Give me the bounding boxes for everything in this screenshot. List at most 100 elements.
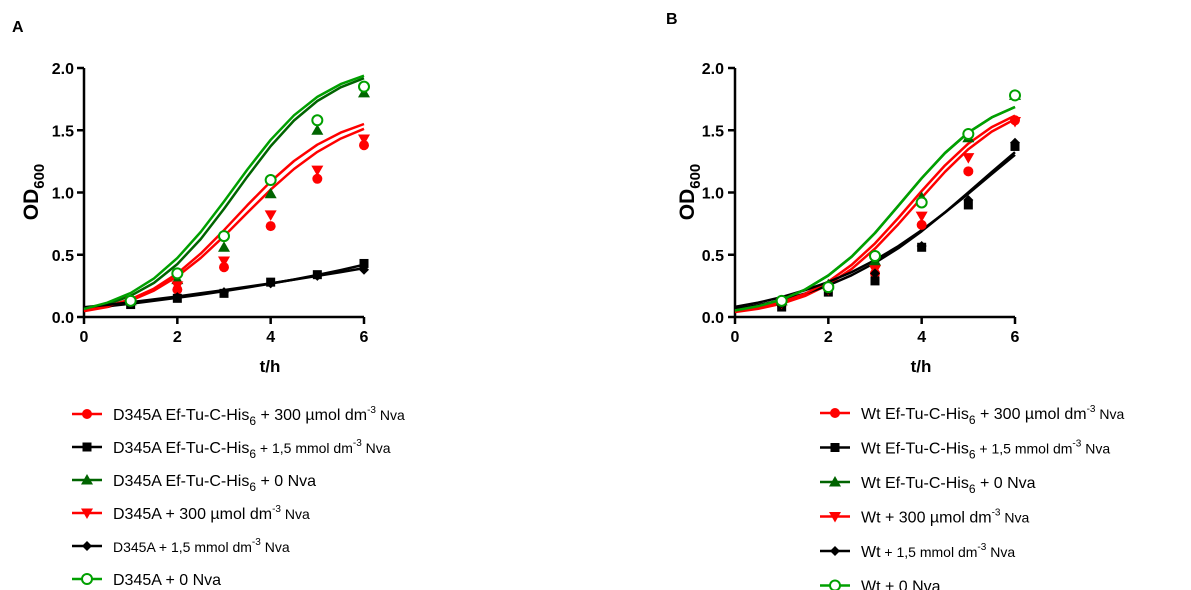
series-1-point bbox=[963, 166, 974, 177]
x-axis-title: t/h bbox=[260, 357, 281, 376]
series-5-point bbox=[870, 268, 880, 279]
series-3-point bbox=[264, 187, 277, 199]
series-1-point bbox=[312, 173, 323, 184]
legend-swatch-marker bbox=[829, 579, 841, 590]
series-6-point bbox=[218, 230, 230, 243]
series-4-point bbox=[171, 281, 184, 292]
x-tick-label: 6 bbox=[1011, 329, 1020, 346]
series-6-point bbox=[822, 281, 835, 294]
series-5-point bbox=[172, 292, 183, 303]
legend-label: D345A Ef-Tu-C-His6 + 1,5 mmol dm-3 Nva bbox=[113, 438, 391, 461]
series-4-point bbox=[311, 165, 324, 177]
legend-label: D345A + 0 Nva bbox=[113, 572, 221, 589]
y-tick-label: 2.0 bbox=[52, 61, 74, 78]
x-tick-label: 2 bbox=[824, 329, 833, 346]
series-5-point bbox=[359, 264, 369, 275]
legend-swatch-marker bbox=[829, 476, 841, 487]
series-6-point bbox=[915, 196, 928, 209]
legend-label: Wt Ef-Tu-C-His6 + 0 Nva bbox=[861, 475, 1036, 496]
y-tick-label: 2.0 bbox=[702, 61, 724, 78]
y-axis-title: OD600 bbox=[20, 164, 48, 221]
series-6-point bbox=[775, 294, 788, 307]
legend-swatch-marker bbox=[830, 546, 840, 556]
series-6-point bbox=[264, 174, 277, 187]
series-5-point bbox=[219, 287, 229, 298]
legend-item: D345A + 300 µmol dm-3 Nva bbox=[72, 504, 310, 523]
series-4-point bbox=[915, 211, 928, 223]
series-line-6 bbox=[83, 74, 365, 311]
series-4-point bbox=[264, 210, 277, 221]
legend-swatch-marker bbox=[82, 442, 92, 452]
series-4-point bbox=[358, 134, 370, 145]
series-2-point bbox=[870, 276, 880, 286]
series-line-2 bbox=[734, 151, 1016, 311]
series-5-point bbox=[963, 194, 974, 205]
legend-label: Wt Ef-Tu-C-His6 + 1,5 mmol dm-3 Nva bbox=[861, 439, 1110, 462]
panel-a-chart: A 0.0 0.5 1.0 1.5 2.0 0 2 4 6 t/h OD600 D345A Ef-Tu… bbox=[12, 19, 405, 589]
legend-label: Wt + 300 µmol dm-3 Nva bbox=[861, 508, 1030, 527]
x-tick-label: 2 bbox=[173, 329, 182, 346]
legend-item: D345A Ef-Tu-C-His6 + 0 Nva bbox=[72, 473, 316, 494]
panel-b-chart: B 0.0 0.5 1.0 1.5 2.0 0 2 4 6 t/h OD600 Wt Ef-Tu-C-… bbox=[666, 11, 1124, 590]
y-tick-label: 0.5 bbox=[52, 248, 74, 265]
legend-label: Wt Ef-Tu-C-His6 + 300 µmol dm-3 Nva bbox=[861, 404, 1124, 427]
legend-item: Wt Ef-Tu-C-His6 + 1,5 mmol dm-3 Nva bbox=[820, 439, 1110, 462]
legend-swatch-marker bbox=[830, 408, 840, 418]
legend-item: Wt + 300 µmol dm-3 Nva bbox=[820, 508, 1030, 527]
series-1-point bbox=[265, 221, 276, 232]
series-4-point bbox=[1009, 117, 1021, 128]
legend-item: D345A Ef-Tu-C-His6 + 300 µmol dm-3 Nva bbox=[72, 405, 405, 428]
y-tick-label: 0.5 bbox=[702, 248, 724, 265]
legend-item: Wt + 0 Nva bbox=[820, 579, 941, 590]
legend-swatch-marker bbox=[81, 508, 93, 519]
series-6-point bbox=[358, 80, 370, 93]
legend-label: Wt + 0 Nva bbox=[861, 579, 941, 590]
series-1-point bbox=[359, 140, 369, 151]
x-tick-label: 0 bbox=[80, 329, 89, 346]
legend-label: D345A Ef-Tu-C-His6 + 0 Nva bbox=[113, 473, 316, 494]
panel-letter-a: A bbox=[12, 19, 24, 36]
panel-letter-b: B bbox=[666, 11, 678, 28]
legend-swatch-marker bbox=[82, 541, 92, 551]
legend-swatch-marker bbox=[81, 474, 93, 485]
series-6-point bbox=[869, 249, 881, 262]
series-1-point bbox=[916, 219, 927, 230]
legend-item: D345A + 1,5 mmol dm-3 Nva bbox=[72, 537, 290, 555]
series-4-point bbox=[218, 256, 230, 267]
y-tick-label: 0.0 bbox=[702, 310, 724, 327]
series-5-point bbox=[1010, 137, 1020, 148]
y-tick-label: 1.0 bbox=[702, 186, 724, 203]
y-tick-label: 1.5 bbox=[52, 123, 74, 140]
y-axis-title: OD600 bbox=[676, 164, 704, 221]
series-5-point bbox=[265, 278, 276, 289]
series-line-4 bbox=[83, 122, 365, 313]
legend-item: D345A + 0 Nva bbox=[72, 572, 221, 589]
legend-item: Wt + 1,5 mmol dm-3 Nva bbox=[820, 542, 1015, 561]
series-line-1 bbox=[83, 127, 365, 313]
series-3-point bbox=[218, 241, 230, 252]
legend-swatch-marker bbox=[829, 512, 841, 523]
x-tick-label: 4 bbox=[266, 329, 275, 346]
y-tick-label: 0.0 bbox=[52, 310, 74, 327]
series-6-point bbox=[1009, 89, 1021, 102]
series-1-point bbox=[219, 262, 229, 273]
series-2-point bbox=[359, 258, 369, 268]
legend-swatch-marker bbox=[830, 443, 840, 452]
y-tick-label: 1.0 bbox=[52, 186, 74, 203]
x-tick-label: 6 bbox=[360, 329, 369, 346]
x-tick-label: 0 bbox=[731, 329, 740, 346]
series-6-point bbox=[124, 294, 137, 307]
series-3-point bbox=[311, 124, 324, 135]
legend-label: D345A Ef-Tu-C-His6 + 300 µmol dm-3 Nva bbox=[113, 405, 405, 428]
series-6-point bbox=[171, 267, 184, 280]
series-5-point bbox=[916, 241, 927, 252]
y-tick-label: 1.5 bbox=[702, 123, 724, 140]
legend-item: Wt Ef-Tu-C-His6 + 300 µmol dm-3 Nva bbox=[820, 404, 1124, 427]
series-6-point bbox=[311, 114, 324, 127]
legend-swatch-marker bbox=[81, 573, 93, 585]
legend-item: Wt Ef-Tu-C-His6 + 0 Nva bbox=[820, 475, 1036, 496]
legend-label: D345A + 1,5 mmol dm-3 Nva bbox=[113, 537, 290, 555]
series-6-point bbox=[962, 127, 975, 140]
legend-label: D345A + 300 µmol dm-3 Nva bbox=[113, 504, 310, 523]
